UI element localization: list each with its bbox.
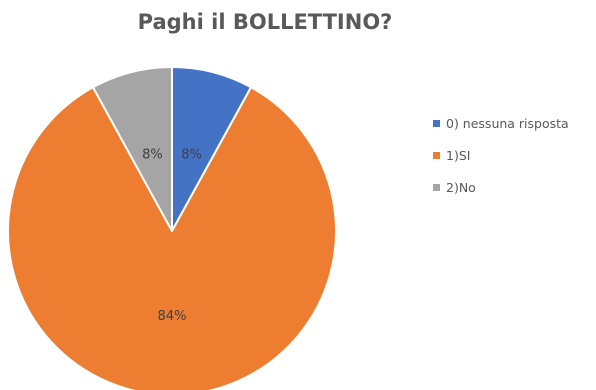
pie-slice-1-si <box>7 86 337 390</box>
legend-label: 1)SI <box>446 147 471 163</box>
pie-slice-2-no <box>91 66 173 232</box>
legend-swatch <box>433 183 440 191</box>
legend-item-2-no: 2)No <box>433 178 569 196</box>
pie-data-labels: 8% 84% 8% <box>142 147 202 324</box>
legend: 0) nessuna risposta 1)SI 2)No <box>433 114 569 210</box>
pie-slices <box>7 66 337 390</box>
legend-swatch <box>433 119 440 127</box>
legend-item-1-si: 1)SI <box>433 146 569 164</box>
legend-swatch <box>433 151 440 159</box>
data-label-0-nessuna-risposta: 8% <box>181 147 202 162</box>
legend-label: 0) nessuna risposta <box>446 115 569 131</box>
data-label-2-no: 8% <box>142 147 163 162</box>
legend-label: 2)No <box>446 179 476 195</box>
chart-title: Paghi il BOLLETTINO? <box>137 10 393 34</box>
legend-item-0-nessuna-risposta: 0) nessuna risposta <box>433 114 569 132</box>
data-label-1-si: 84% <box>158 309 187 324</box>
